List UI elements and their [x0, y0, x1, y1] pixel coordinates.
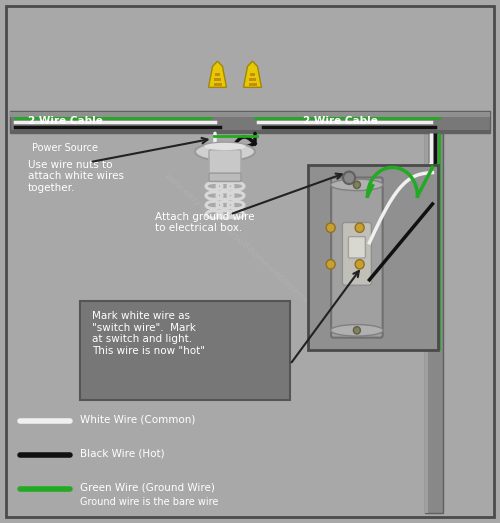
Circle shape — [326, 223, 335, 232]
Text: Attach ground wire
to electrical box.: Attach ground wire to electrical box. — [155, 212, 254, 233]
Bar — [10, 112, 490, 117]
Ellipse shape — [330, 325, 383, 336]
Bar — [10, 130, 490, 133]
FancyBboxPatch shape — [342, 222, 372, 285]
Bar — [425, 133, 443, 513]
Text: 2 Wire Cable: 2 Wire Cable — [28, 116, 102, 126]
Polygon shape — [244, 61, 262, 87]
Text: Ground wire is the bare wire: Ground wire is the bare wire — [80, 496, 218, 507]
Bar — [10, 111, 490, 133]
Ellipse shape — [204, 143, 246, 150]
Bar — [215, 73, 220, 76]
Bar — [249, 78, 256, 81]
Circle shape — [326, 259, 335, 269]
Text: 2 Wire Cable: 2 Wire Cable — [302, 116, 378, 126]
FancyBboxPatch shape — [80, 301, 290, 400]
Text: White Wire (Common): White Wire (Common) — [80, 414, 196, 425]
Bar — [214, 83, 222, 86]
Circle shape — [354, 327, 360, 334]
Ellipse shape — [195, 143, 255, 161]
FancyBboxPatch shape — [348, 236, 366, 258]
FancyBboxPatch shape — [331, 177, 382, 338]
Polygon shape — [208, 61, 226, 87]
Circle shape — [354, 181, 360, 188]
Bar — [214, 78, 221, 81]
FancyBboxPatch shape — [209, 150, 241, 180]
Bar — [425, 133, 443, 513]
Text: Green Wire (Ground Wire): Green Wire (Ground Wire) — [80, 482, 215, 493]
Circle shape — [343, 172, 355, 184]
Bar — [308, 165, 438, 350]
Text: Power Source: Power Source — [32, 143, 98, 153]
Text: Black Wire (Hot): Black Wire (Hot) — [80, 448, 164, 459]
Bar — [425, 133, 428, 513]
Text: Use wire nuts to
attach white wires
together.: Use wire nuts to attach white wires toge… — [28, 160, 124, 192]
Circle shape — [355, 259, 364, 269]
Bar — [250, 73, 255, 76]
Circle shape — [355, 223, 364, 232]
Ellipse shape — [330, 179, 383, 190]
Text: Mark white wire as
"switch wire".  Mark
at switch and light.
This wire is now "h: Mark white wire as "switch wire". Mark a… — [92, 311, 206, 356]
Text: www.easy-do-it-yourself-home-improvements.com: www.easy-do-it-yourself-home-improvement… — [162, 172, 338, 331]
FancyBboxPatch shape — [209, 173, 241, 181]
Bar — [248, 83, 256, 86]
